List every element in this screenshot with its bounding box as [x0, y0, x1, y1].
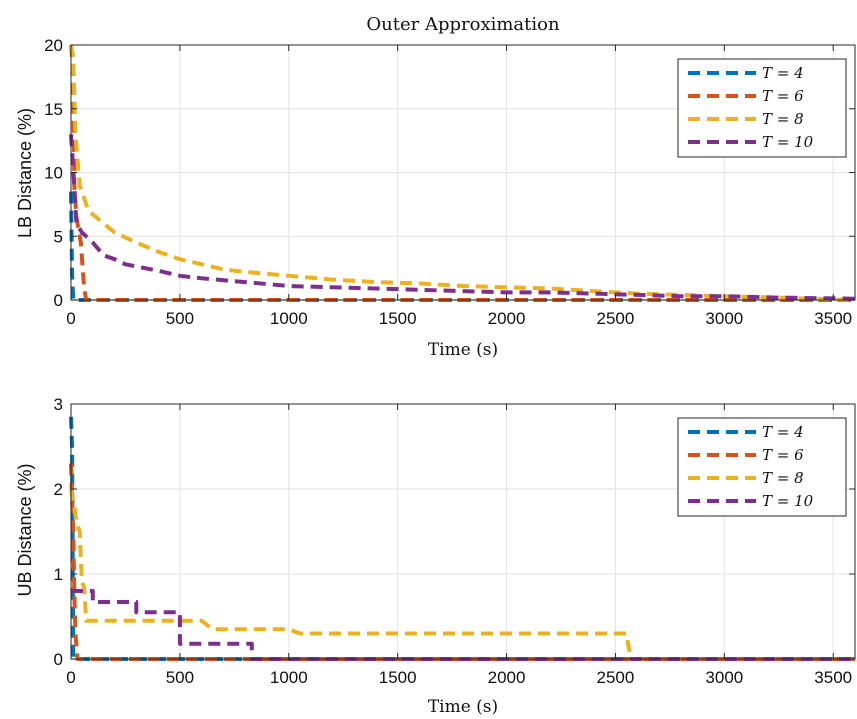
x-tick-label: 0 — [66, 309, 75, 328]
y-tick-label: 0 — [54, 291, 63, 310]
x-tick-label: 3000 — [705, 668, 743, 687]
x-tick-label: 3500 — [814, 309, 852, 328]
y-tick-label: 10 — [44, 164, 63, 183]
x-tick-label: 2000 — [488, 668, 526, 687]
x-tick-label: 3500 — [814, 668, 852, 687]
axis-ticks: 0 500 1000 1500 2000 2500 3000 3500 0 5 10 15 20 — [44, 36, 855, 328]
legend-label: T = 6 — [762, 87, 804, 105]
x-tick-label: 500 — [166, 309, 194, 328]
y-tick-label: 2 — [54, 480, 63, 499]
x-tick-label: 2000 — [488, 309, 526, 328]
legend-box — [677, 417, 847, 517]
y-tick-label: 1 — [54, 565, 63, 584]
x-tick-label: 3000 — [705, 309, 743, 328]
x-tick-label: 2500 — [597, 309, 635, 328]
series-line-t10 — [69, 134, 856, 301]
x-axis-label: Time (s) — [428, 340, 498, 360]
y-tick-label: 3 — [54, 395, 63, 414]
x-tick-label: 1500 — [379, 309, 417, 328]
series-line-t8 — [69, 44, 856, 302]
series-line-t8 — [69, 488, 855, 661]
legend-label: T = 6 — [762, 446, 804, 464]
y-tick-label: 5 — [54, 227, 63, 246]
legend-box — [677, 58, 847, 158]
y-tick-label: 20 — [44, 36, 63, 55]
y-tick-label: 0 — [54, 650, 63, 669]
axis-ticks: 0 500 1000 1500 2000 2500 3000 3500 0 1 2 3 — [54, 395, 855, 687]
y-axis-label: LB Distance (%) — [15, 108, 35, 238]
y-axis-label: UB Distance (%) — [15, 463, 35, 596]
y-tick-label: 15 — [44, 100, 63, 119]
legend-label: T = 8 — [762, 469, 804, 487]
legend: T = 4 T = 6 T = 8 T = 10 — [677, 417, 847, 517]
legend-label: T = 8 — [762, 110, 804, 128]
legend: T = 4 T = 6 T = 8 T = 10 — [677, 58, 847, 158]
x-tick-label: 0 — [66, 668, 75, 687]
x-tick-label: 1000 — [270, 309, 308, 328]
chart-title: Outer Approximation — [366, 14, 560, 35]
series-line-t10 — [71, 589, 855, 661]
legend-label: T = 10 — [762, 492, 814, 510]
plot-area-frame — [70, 403, 856, 660]
legend-label: T = 10 — [762, 133, 814, 151]
x-tick-label: 1500 — [379, 668, 417, 687]
legend-label: T = 4 — [762, 64, 804, 82]
legend-label: T = 4 — [762, 423, 804, 441]
x-tick-label: 500 — [166, 668, 194, 687]
x-tick-label: 1000 — [270, 668, 308, 687]
ub-distance-chart: 0 500 1000 1500 2000 2500 3000 3500 0 1 2 3 Time (s… — [15, 395, 856, 717]
lb-distance-chart: Outer Approximation 0 500 1000 1500 2000 2500… — [15, 14, 856, 360]
x-axis-label: Time (s) — [428, 697, 498, 717]
x-tick-label: 2500 — [597, 668, 635, 687]
